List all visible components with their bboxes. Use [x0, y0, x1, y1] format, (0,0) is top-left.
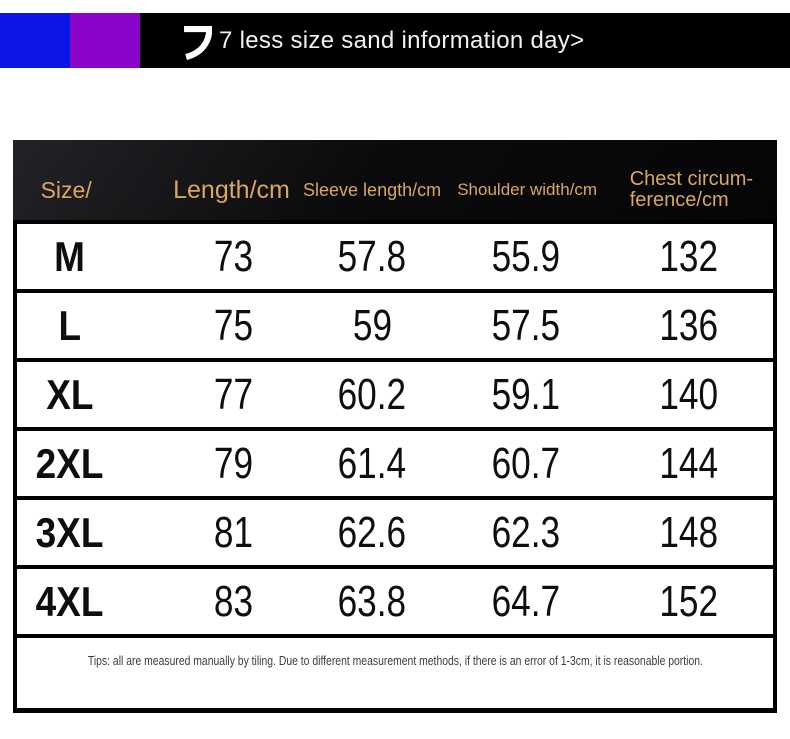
shoulder-cell: 57.5	[491, 300, 561, 350]
katakana-fu-icon	[184, 25, 212, 60]
size-cell: 3XL	[35, 508, 104, 556]
length-cell: 73	[213, 231, 253, 281]
table-row-xl: XL 77 60.2 59.1 140	[17, 362, 773, 427]
sleeve-cell: 57.8	[338, 231, 407, 281]
blue-color-swatch	[0, 13, 70, 68]
shoulder-cell: 55.9	[491, 231, 561, 281]
chest-cell: 144	[658, 438, 718, 488]
size-chart-table: Size/ Length/cm Sleeve length/cm Shoulde…	[13, 140, 777, 713]
table-row-m: M 73 57.8 55.9 132	[17, 224, 773, 289]
banner-text-group: 7 less size sand information day>	[182, 13, 584, 68]
banner-title: 7 less size sand information day>	[219, 26, 585, 54]
table-row-3xl: 3XL 81 62.6 62.3 148	[17, 500, 773, 565]
header-size: Size/	[40, 176, 92, 203]
chest-cell: 148	[658, 507, 718, 557]
length-cell: 83	[213, 576, 253, 626]
sleeve-cell: 63.8	[338, 576, 407, 626]
chest-cell: 132	[658, 231, 718, 281]
tips-text: Tips: all are measured manually by tilin…	[87, 653, 703, 668]
chest-cell: 136	[658, 300, 718, 350]
shoulder-cell: 60.7	[491, 438, 561, 488]
length-cell: 81	[213, 507, 253, 557]
tips-row: Tips: all are measured manually by tilin…	[17, 638, 773, 708]
header-chest-circumference: Chest circum- ference/cm	[606, 169, 777, 211]
purple-color-swatch	[70, 13, 140, 68]
title-banner: 7 less size sand information day>	[0, 13, 790, 68]
chest-header-line2: ference/cm	[629, 189, 729, 211]
size-cell: L	[58, 301, 81, 349]
chest-header-lines: Chest circum- ference/cm	[630, 169, 753, 211]
size-cell: 4XL	[35, 577, 104, 625]
length-cell: 79	[213, 438, 253, 488]
header-shoulder-width: Shoulder width/cm	[457, 180, 598, 199]
sleeve-cell: 59	[352, 300, 392, 350]
shoulder-cell: 59.1	[491, 369, 561, 419]
size-cell: 2XL	[35, 439, 104, 487]
table-row-2xl: 2XL 79 61.4 60.7 144	[17, 431, 773, 496]
chest-cell: 140	[658, 369, 718, 419]
sleeve-cell: 61.4	[338, 438, 407, 488]
chest-cell: 152	[658, 576, 718, 626]
shoulder-cell: 62.3	[491, 507, 561, 557]
length-cell: 77	[213, 369, 253, 419]
table-row-l: L 75 59 57.5 136	[17, 293, 773, 358]
shoulder-cell: 64.7	[491, 576, 561, 626]
header-length: Length/cm	[173, 175, 290, 204]
sleeve-cell: 60.2	[338, 369, 407, 419]
size-cell: XL	[45, 370, 94, 418]
chest-header-line1: Chest circum-	[629, 168, 754, 190]
table-header-row: Size/ Length/cm Sleeve length/cm Shoulde…	[13, 140, 777, 220]
table-row-4xl: 4XL 83 63.8 64.7 152	[17, 569, 773, 634]
size-cell: M	[54, 232, 85, 280]
header-sleeve-length: Sleeve length/cm	[303, 179, 442, 200]
sleeve-cell: 62.6	[338, 507, 407, 557]
length-cell: 75	[213, 300, 253, 350]
